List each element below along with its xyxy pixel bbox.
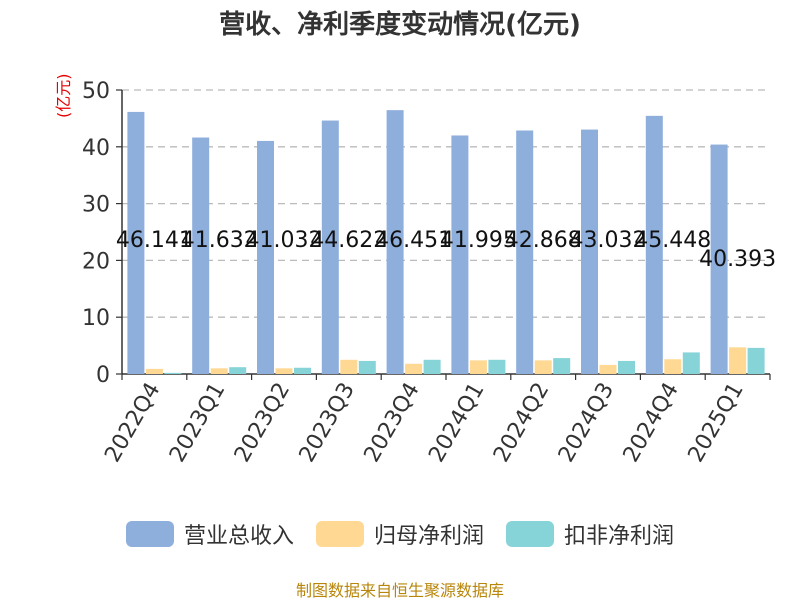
- bar-1-2023Q2: [275, 368, 293, 374]
- legend-item-revenue[interactable]: 营业总收入: [125, 518, 294, 550]
- x-tick-label: 2022Q4: [100, 379, 165, 467]
- bar-0-2025Q1: [710, 144, 728, 374]
- bar-1-2025Q1: [729, 347, 747, 374]
- chart-title: 营收、净利季度变动情况(亿元): [219, 10, 581, 40]
- bar-0-2023Q2: [257, 140, 274, 374]
- bar-1-2024Q2: [534, 360, 552, 374]
- legend-item-deducted-net-profit[interactable]: 扣非净利润: [506, 518, 674, 550]
- bar-0-2022Q4: [127, 111, 145, 374]
- data-label: 41.632: [181, 228, 258, 253]
- bar-2-2025Q1: [747, 347, 765, 374]
- y-tick-label: 0: [96, 363, 110, 388]
- data-label: 46.141: [116, 228, 193, 253]
- bar-0-2024Q3: [581, 129, 598, 374]
- bar-0-2024Q1: [451, 135, 469, 374]
- legend-label-deducted-net-profit: 扣非净利润: [564, 524, 675, 549]
- x-tick-label: 2023Q3: [295, 379, 360, 467]
- data-label: 46.451: [375, 228, 452, 253]
- bar-1-2023Q4: [405, 363, 423, 374]
- bar-chart: 0 10 20 30 40 50 2022Q4 2023Q1 2023Q2 2023Q3 2023Q…: [82, 79, 776, 467]
- bar-1-2024Q1: [469, 360, 487, 374]
- legend-swatch-revenue: [125, 521, 174, 547]
- y-tick-label: 20: [82, 249, 110, 274]
- bar-2-2024Q3: [618, 360, 635, 374]
- bar-1-2022Q4: [145, 368, 163, 374]
- data-label: 41.032: [246, 228, 323, 253]
- data-label: 43.032: [570, 228, 647, 253]
- bar-2-2023Q1: [229, 367, 247, 374]
- x-tick-label: 2023Q1: [165, 379, 230, 467]
- x-tick-label: 2024Q3: [554, 379, 619, 467]
- x-tick-label: 2023Q4: [359, 379, 424, 467]
- legend-item-net-profit[interactable]: 归母净利润: [315, 518, 484, 550]
- bar-2-2024Q4: [682, 352, 700, 374]
- legend: 营业总收入 归母净利润 扣非净利润: [0, 518, 800, 550]
- bar-2-2024Q1: [488, 359, 506, 374]
- y-tick-label: 40: [82, 136, 110, 161]
- bar-1-2024Q4: [664, 359, 682, 374]
- legend-label-net-profit: 归母净利润: [373, 524, 484, 549]
- bar-2-2023Q3: [358, 360, 376, 374]
- data-label: 45.448: [634, 228, 711, 253]
- bar-1-2023Q3: [340, 359, 358, 374]
- bar-0-2024Q2: [516, 130, 534, 374]
- bar-0-2023Q4: [386, 110, 404, 374]
- data-label: 44.622: [310, 228, 387, 253]
- bar-0-2023Q1: [192, 137, 210, 374]
- bar-0-2024Q4: [645, 115, 663, 375]
- legend-swatch-net-profit: [315, 521, 364, 547]
- data-source-note: 制图数据来自恒生聚源数据库: [295, 581, 504, 600]
- bar-0-2023Q3: [321, 120, 339, 374]
- x-tick-label: 2023Q2: [230, 379, 295, 467]
- y-tick-label: 50: [82, 79, 110, 104]
- bar-2-2023Q2: [294, 367, 311, 374]
- bar-2-2023Q4: [423, 359, 441, 374]
- x-tick-label: 2024Q4: [619, 379, 684, 467]
- y-tick-label: 30: [82, 193, 110, 218]
- bar-2-2024Q2: [553, 358, 571, 374]
- data-label: 41.995: [440, 228, 517, 253]
- bar-2-2022Q4: [164, 372, 182, 374]
- data-label: 42.868: [505, 228, 582, 253]
- y-tick-label: 10: [82, 306, 110, 331]
- x-tick-label: 2025Q1: [683, 379, 748, 467]
- x-tick-label: 2024Q1: [424, 379, 489, 467]
- bar-1-2023Q1: [210, 368, 228, 374]
- legend-swatch-deducted-net-profit: [506, 521, 554, 547]
- x-tick-label: 2024Q2: [489, 379, 554, 467]
- legend-label-revenue: 营业总收入: [183, 524, 294, 549]
- bar-1-2024Q3: [599, 364, 617, 374]
- data-label: 40.393: [699, 247, 776, 272]
